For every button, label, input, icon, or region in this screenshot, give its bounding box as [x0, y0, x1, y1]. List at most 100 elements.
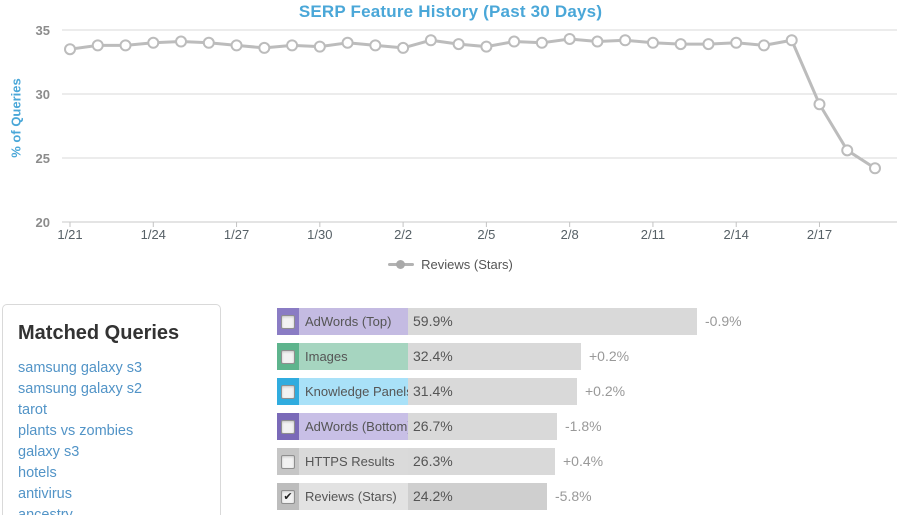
feature-change: -1.8%: [565, 418, 602, 434]
feature-change: -0.9%: [705, 313, 742, 329]
matched-queries-list: samsung galaxy s3 samsung galaxy s2 tarot p…: [18, 358, 206, 515]
feature-checkbox[interactable]: [281, 314, 295, 329]
matched-query-link[interactable]: samsung galaxy s2: [18, 381, 143, 397]
matched-query-link[interactable]: ancestry: [18, 507, 73, 515]
matched-query-link[interactable]: galaxy s3: [18, 444, 80, 460]
x-tick-label: 1/24: [141, 227, 166, 242]
data-point[interactable]: [813, 98, 826, 111]
data-point[interactable]: [869, 162, 881, 175]
x-tick-label: 2/14: [724, 227, 749, 242]
feature-value: 26.7%: [413, 418, 453, 434]
feature-color-strip: ✔: [277, 483, 299, 510]
x-tick-label: 2/5: [477, 227, 495, 242]
data-point[interactable]: [619, 34, 632, 47]
feature-bar: 24.2%: [408, 483, 547, 510]
feature-row[interactable]: Knowledge Panels 31.4% +0.2%: [277, 378, 742, 405]
feature-value: 31.4%: [413, 383, 453, 399]
legend-line-marker-icon: [388, 260, 415, 269]
feature-change: +0.4%: [563, 453, 604, 469]
data-point[interactable]: [563, 32, 576, 45]
x-tick-label: 2/8: [561, 227, 579, 242]
feature-color-strip: [277, 448, 299, 475]
data-point[interactable]: [424, 34, 437, 47]
matched-query-link[interactable]: hotels: [18, 465, 57, 481]
data-point[interactable]: [286, 39, 299, 52]
data-point[interactable]: [480, 40, 493, 53]
data-point[interactable]: [175, 35, 188, 48]
data-point[interactable]: [646, 36, 659, 49]
feature-row[interactable]: HTTPS Results 26.3% +0.4%: [277, 448, 742, 475]
feature-color-strip: [277, 413, 299, 440]
data-point[interactable]: [341, 36, 354, 49]
feature-row[interactable]: ✔ Reviews (Stars) 24.2% -5.8%: [277, 483, 742, 510]
data-point[interactable]: [313, 40, 326, 53]
feature-bar: 26.7%: [408, 413, 557, 440]
data-point[interactable]: [397, 41, 410, 54]
data-point[interactable]: [119, 39, 132, 52]
chart-title: SERP Feature History (Past 30 Days): [298, 2, 603, 21]
feature-checkbox[interactable]: ✔: [281, 489, 295, 504]
matched-query-link[interactable]: plants vs zombies: [18, 423, 134, 439]
chart-legend[interactable]: Reviews (Stars): [0, 257, 901, 272]
feature-change: -5.8%: [555, 488, 592, 504]
feature-label: Reviews (Stars): [299, 483, 408, 510]
matched-query-link[interactable]: samsung galaxy s3: [18, 360, 143, 376]
matched-queries-panel: Matched Queries samsung galaxy s3 samsung…: [2, 304, 221, 515]
feature-label: AdWords (Top): [299, 308, 408, 335]
feature-checkbox[interactable]: [281, 419, 295, 434]
y-tick-label: 35: [36, 23, 50, 38]
data-point[interactable]: [202, 36, 215, 49]
serp-history-chart: 35 30 25 20 1/21 1/24 1/27 1/30 2/2 2/5 2/8 2/11 2/1…: [36, 23, 897, 242]
feature-color-strip: [277, 343, 299, 370]
serp-history-chart-area: SERP Feature History (Past 30 Days) % of…: [0, 2, 901, 272]
legend-label: Reviews (Stars): [421, 257, 513, 272]
x-tick-label: 2/11: [641, 227, 665, 242]
feature-value: 24.2%: [413, 488, 453, 504]
data-point[interactable]: [674, 38, 687, 51]
data-point[interactable]: [730, 36, 743, 49]
data-point[interactable]: [591, 35, 604, 48]
data-point[interactable]: [452, 38, 465, 51]
feature-checkbox[interactable]: [281, 384, 295, 399]
feature-value: 32.4%: [413, 348, 453, 364]
feature-row[interactable]: Images 32.4% +0.2%: [277, 343, 742, 370]
feature-label: HTTPS Results: [299, 448, 408, 475]
data-point[interactable]: [757, 39, 770, 52]
data-point[interactable]: [535, 36, 548, 49]
data-point[interactable]: [64, 43, 76, 56]
feature-bar: 59.9%: [408, 308, 697, 335]
data-point[interactable]: [230, 39, 243, 52]
data-point[interactable]: [785, 34, 798, 47]
x-tick-label: 1/21: [57, 227, 82, 242]
serp-feature-list: AdWords (Top) 59.9% -0.9% Images 32.4% +0.2% K…: [277, 308, 742, 515]
feature-bar: 31.4%: [408, 378, 577, 405]
data-point[interactable]: [258, 41, 271, 54]
feature-value: 59.9%: [413, 313, 453, 329]
data-point[interactable]: [147, 36, 160, 49]
x-tick-label: 2/2: [394, 227, 412, 242]
feature-row[interactable]: AdWords (Top) 59.9% -0.9%: [277, 308, 742, 335]
data-point[interactable]: [508, 35, 521, 48]
matched-query-link[interactable]: antivirus: [18, 486, 72, 502]
feature-color-strip: [277, 308, 299, 335]
feature-label: Images: [299, 343, 408, 370]
data-point[interactable]: [841, 144, 854, 157]
feature-checkbox[interactable]: [281, 349, 295, 364]
matched-queries-title: Matched Queries: [18, 322, 180, 344]
matched-query-link[interactable]: tarot: [18, 402, 48, 418]
feature-label: Knowledge Panels: [299, 378, 408, 405]
y-tick-label: 30: [36, 87, 50, 102]
y-tick-label: 25: [36, 151, 50, 166]
y-tick-label: 20: [36, 215, 50, 230]
feature-label: AdWords (Bottom): [299, 413, 408, 440]
feature-change: +0.2%: [589, 348, 630, 364]
feature-checkbox[interactable]: [281, 454, 295, 469]
data-point[interactable]: [702, 38, 715, 51]
feature-color-strip: [277, 378, 299, 405]
data-point[interactable]: [369, 39, 382, 52]
feature-row[interactable]: AdWords (Bottom) 26.7% -1.8%: [277, 413, 742, 440]
data-point[interactable]: [91, 39, 104, 52]
feature-change: +0.2%: [585, 383, 626, 399]
y-axis-label: % of Queries: [8, 78, 24, 158]
